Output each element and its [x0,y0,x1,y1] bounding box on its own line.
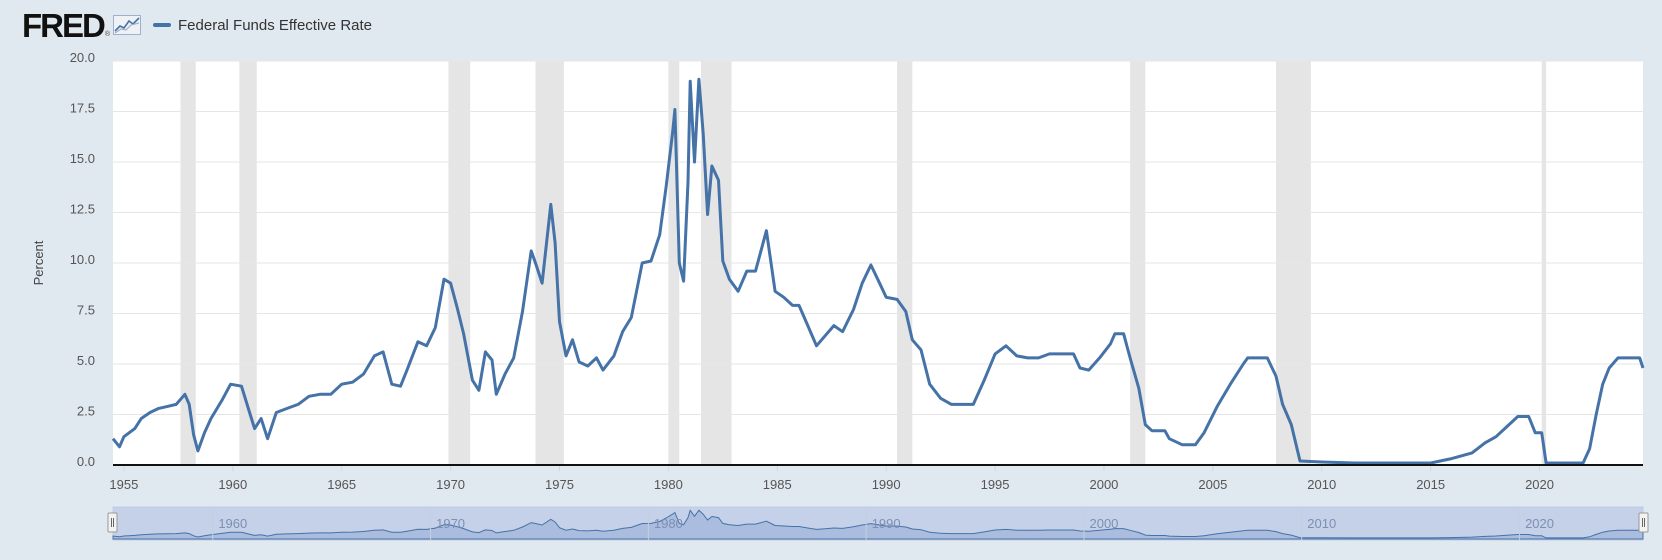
x-tick-label: 2010 [1307,477,1336,492]
x-tick-label: 1970 [436,477,465,492]
x-tick-label: 1975 [545,477,574,492]
chart-header: FRED ® Federal Funds Effective Rate [22,8,372,42]
x-tick-label: 1995 [981,477,1010,492]
x-tick-label: 2015 [1416,477,1445,492]
navigator-tick-label: 1960 [218,516,247,531]
x-tick-label: 1955 [109,477,138,492]
navigator-tick-label: 2020 [1525,516,1554,531]
navigator-handle-left[interactable] [107,512,118,533]
legend[interactable]: Federal Funds Effective Rate [153,17,372,34]
y-tick-label: 17.5 [70,101,95,116]
legend-label-fedfunds: Federal Funds Effective Rate [178,16,373,34]
navigator-tick-label: 1990 [872,516,901,531]
x-tick-label: 1985 [763,477,792,492]
x-tick-label: 1965 [327,477,356,492]
navigator-tick-label: 2000 [1089,516,1118,531]
x-tick-label: 2005 [1198,477,1227,492]
navigator-tick-label: 1980 [654,516,683,531]
y-tick-label: 15.0 [70,151,95,166]
y-tick-label: 2.5 [77,404,95,419]
fred-logo[interactable]: FRED [22,6,106,44]
x-tick-label: 1980 [654,477,683,492]
y-axis-ticks: 0.0 2.5 5.0 7.5 10.0 12.5 15.0 17.5 20.0 [70,50,95,469]
navigator-series-area [112,509,1644,540]
x-axis-ticks: 1955 1960 1965 1970 1975 1980 1985 1990 1995 2000… [109,465,1554,492]
y-axis-label: Percent [31,240,46,285]
navigator-tick-label: 2010 [1307,516,1336,531]
x-tick-label: 2000 [1089,477,1118,492]
series-line-fedfunds[interactable] [111,77,1645,465]
navigator-handle-right[interactable] [1638,512,1649,533]
navigator-tick-label: 1970 [436,516,465,531]
y-tick-label: 5.0 [77,353,95,368]
mini-chart-icon [113,15,142,35]
x-tick-label: 2020 [1525,477,1554,492]
range-navigator[interactable]: 1960 1970 1980 1990 2000 2010 2020 [107,506,1649,541]
y-tick-label: 20.0 [70,50,95,65]
x-tick-label: 1990 [872,477,901,492]
y-tick-label: 10.0 [70,252,95,267]
navigator-ticks: 1960 1970 1980 1990 2000 2010 2020 [212,507,1554,540]
y-tick-label: 0.0 [77,454,95,469]
y-tick-label: 7.5 [77,303,95,318]
registered-mark: ® [104,31,111,38]
y-tick-label: 12.5 [70,202,95,217]
legend-swatch [153,23,172,27]
x-tick-label: 1960 [218,477,247,492]
